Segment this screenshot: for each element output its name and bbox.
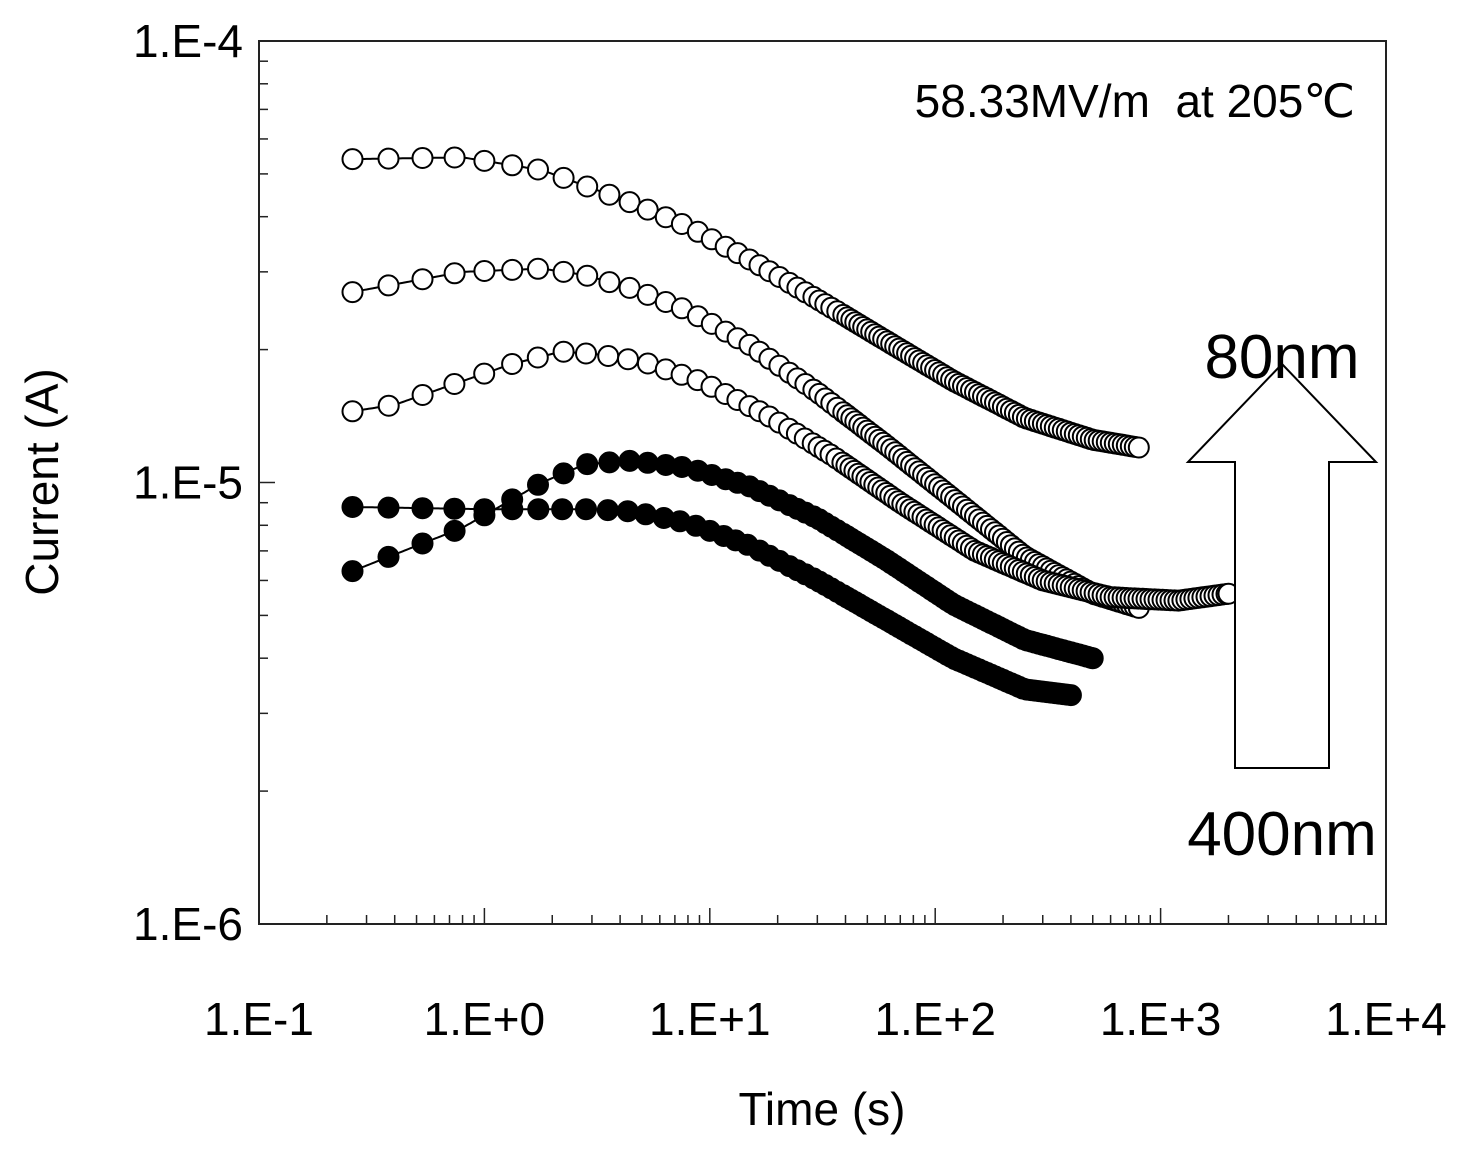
data-point: [411, 497, 434, 520]
data-point: [341, 496, 364, 518]
data-point: [552, 260, 575, 283]
series-3: [341, 340, 1240, 612]
data-point: [575, 342, 597, 365]
data-point: [576, 453, 599, 476]
data-point: [527, 257, 549, 280]
series-layer: [341, 146, 1240, 707]
data-point: [411, 268, 434, 291]
data-point: [618, 191, 641, 214]
data-point: [576, 264, 599, 287]
x-tick-label: 1.E-1: [204, 993, 314, 1045]
data-point: [551, 498, 574, 521]
arrow-bottom-label: 400nm: [1187, 800, 1377, 869]
data-point: [1059, 684, 1082, 707]
chart-annotation: 58.33MV/m at 205℃: [915, 75, 1355, 127]
data-point: [443, 373, 466, 395]
y-tick-label: 1.E-6: [133, 898, 243, 950]
data-point: [473, 498, 496, 521]
x-tick-label: 1.E+2: [874, 993, 996, 1045]
data-point: [576, 175, 599, 198]
data-point: [501, 154, 524, 177]
data-point: [341, 400, 364, 423]
data-point: [618, 449, 641, 472]
series-4: [341, 449, 1104, 670]
x-tick-label: 1.E+4: [1325, 993, 1447, 1045]
data-point: [473, 149, 496, 172]
y-tick-label: 1.E-4: [133, 15, 243, 67]
data-point: [411, 532, 434, 555]
data-point: [597, 345, 620, 367]
data-point: [552, 462, 575, 485]
data-point: [501, 258, 524, 281]
data-point: [552, 166, 575, 189]
data-point: [527, 498, 550, 521]
minor-ticks: [258, 60, 1377, 925]
y-tick-label: 1.E-5: [133, 457, 243, 509]
data-point: [377, 274, 400, 297]
data-point: [377, 496, 400, 519]
data-point: [527, 158, 549, 181]
series-1: [341, 146, 1150, 459]
tick-labels: 1.E-1 1.E+0 1.E+1 1.E+2 1.E+3 1.E+4 1.E-6 1.E-5…: [133, 15, 1447, 1045]
x-tick-label: 1.E+1: [649, 993, 771, 1045]
data-point: [377, 147, 400, 170]
data-point: [377, 394, 400, 417]
x-tick-label: 1.E+0: [424, 993, 546, 1045]
x-tick-label: 1.E+3: [1100, 993, 1222, 1045]
data-point: [341, 281, 364, 304]
data-point: [411, 384, 434, 406]
arrow-top-label: 80nm: [1204, 323, 1359, 392]
data-point: [473, 362, 496, 385]
data-point: [501, 498, 524, 521]
data-point: [598, 451, 621, 474]
data-point: [618, 276, 641, 299]
data-point: [443, 497, 466, 520]
series-5: [341, 496, 1082, 707]
data-point: [636, 283, 659, 306]
data-point: [617, 348, 639, 371]
data-point: [1081, 647, 1104, 670]
data-point: [443, 262, 466, 285]
data-point: [341, 560, 364, 583]
data-point: [341, 148, 364, 171]
data-point: [473, 260, 496, 282]
plot-frame: [258, 40, 1387, 925]
data-point: [411, 147, 434, 169]
data-point: [443, 519, 466, 542]
data-point: [596, 499, 619, 522]
data-point: [598, 271, 621, 294]
data-point: [636, 451, 659, 474]
data-point: [1127, 436, 1150, 459]
x-axis-label: Time (s): [739, 1083, 906, 1135]
y-axis-label: Current (A): [16, 368, 68, 595]
data-point: [526, 346, 549, 369]
data-point: [527, 473, 549, 496]
data-point: [501, 353, 524, 375]
data-point: [377, 545, 400, 568]
data-point: [575, 498, 597, 521]
data-point: [634, 503, 657, 526]
data-point: [552, 340, 575, 363]
data-point: [636, 198, 659, 221]
data-point: [598, 183, 621, 206]
data-point: [616, 500, 639, 523]
data-point: [443, 146, 466, 169]
thickness-arrow-icon: [1185, 362, 1379, 769]
